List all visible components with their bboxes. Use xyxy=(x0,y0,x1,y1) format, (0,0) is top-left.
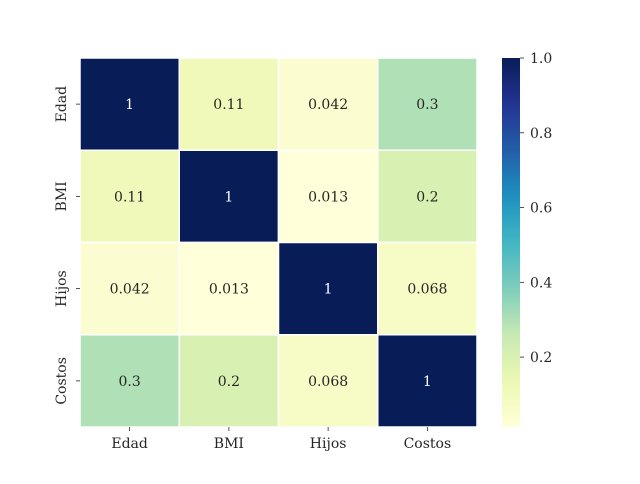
heatmap-cell-3-1 xyxy=(178,334,280,428)
cell-label-3-0: 0.3 xyxy=(118,374,140,390)
colorbar-tick-label-0: 0.2 xyxy=(530,350,552,366)
cell-label-0-0: 1 xyxy=(125,97,134,113)
cell-label-1-0: 0.11 xyxy=(114,189,145,205)
y-tick-label-2: Hijos xyxy=(54,270,70,307)
heatmap-cell-2-3 xyxy=(377,241,478,336)
colorbar-tick-label-3: 0.8 xyxy=(530,126,552,142)
cell-label-2-2: 1 xyxy=(324,282,333,298)
y-tick-label-3: Costos xyxy=(54,357,70,405)
cell-label-2-1: 0.013 xyxy=(209,282,249,298)
x-tick-label-1: BMI xyxy=(214,436,244,452)
cell-label-0-1: 0.11 xyxy=(213,97,244,113)
x-axis-ticks: Edad BMI Hijos Costos xyxy=(111,427,451,452)
heatmap-cell-0-2 xyxy=(277,57,379,151)
colorbar: 0.2 0.4 0.6 0.8 1.0 xyxy=(502,51,552,427)
cell-label-3-2: 0.068 xyxy=(308,374,348,390)
heatmap-cell-3-3 xyxy=(377,334,478,428)
cell-label-2-0: 0.042 xyxy=(110,282,150,298)
cell-label-1-3: 0.2 xyxy=(416,189,438,205)
colorbar-tick-label-2: 0.6 xyxy=(530,201,552,217)
heatmap-cells xyxy=(79,57,478,428)
heatmap-cell-2-1 xyxy=(178,241,280,336)
colorbar-tick-label-1: 0.4 xyxy=(530,275,552,291)
heatmap-cell-0-3 xyxy=(377,57,478,151)
y-axis-ticks: Edad BMI Hijos Costos xyxy=(54,86,80,405)
cell-label-1-1: 1 xyxy=(224,189,233,205)
heatmap-cell-0-1 xyxy=(178,57,280,151)
colorbar-tick-label-4: 1.0 xyxy=(530,51,552,67)
cell-label-0-2: 0.042 xyxy=(308,97,348,113)
colorbar-rect xyxy=(502,58,520,427)
cell-label-3-1: 0.2 xyxy=(218,374,240,390)
y-tick-label-0: Edad xyxy=(54,86,70,123)
y-tick-label-1: BMI xyxy=(54,181,70,211)
heatmap-cell-1-1 xyxy=(178,149,280,244)
cell-label-3-3: 1 xyxy=(423,374,432,390)
x-tick-label-0: Edad xyxy=(111,436,148,452)
cell-label-1-2: 0.013 xyxy=(308,189,348,205)
x-tick-label-2: Hijos xyxy=(310,436,347,452)
cell-label-2-3: 0.068 xyxy=(407,282,447,298)
heatmap-annotations: 1 0.11 0.042 0.3 0.11 1 0.013 0.2 0.042 0.013 1 0.0… xyxy=(110,97,448,390)
heatmap-cell-0-0 xyxy=(79,57,180,151)
x-tick-label-3: Costos xyxy=(404,436,452,452)
heatmap-cell-1-3 xyxy=(377,149,478,244)
cell-label-0-3: 0.3 xyxy=(416,97,438,113)
